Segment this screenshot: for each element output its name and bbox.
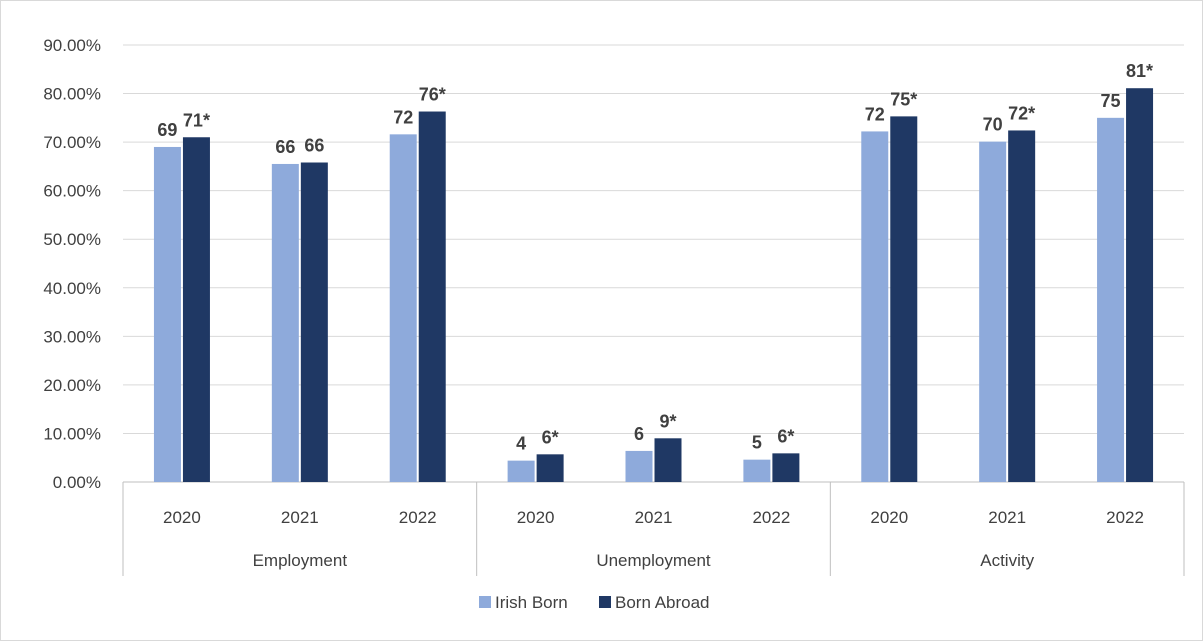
x-tick-label-year: 2020 [870, 508, 908, 527]
x-tick-label-year: 2021 [988, 508, 1026, 527]
bar-born-abroad [890, 116, 918, 483]
bar-irish-born [979, 141, 1007, 482]
bar-born-abroad [418, 111, 446, 482]
x-tick-label-year: 2022 [399, 508, 437, 527]
bar-born-abroad [772, 453, 800, 482]
y-tick-label: 0.00% [53, 473, 101, 492]
x-tick-label-year: 2022 [1106, 508, 1144, 527]
y-tick-label: 70.00% [43, 133, 101, 152]
data-label: 4 [516, 434, 526, 454]
x-tick-label-year: 2021 [281, 508, 319, 527]
legend-label: Born Abroad [615, 593, 710, 612]
data-label: 5 [752, 433, 762, 453]
bar-irish-born [1097, 117, 1125, 482]
x-tick-label-year: 2021 [635, 508, 673, 527]
x-tick-label-year: 2022 [752, 508, 790, 527]
bar-born-abroad [654, 438, 682, 482]
y-tick-label: 20.00% [43, 376, 101, 395]
data-label: 6* [777, 426, 794, 446]
data-label: 66 [275, 137, 295, 157]
y-tick-label: 10.00% [43, 424, 101, 443]
bar-irish-born [389, 134, 417, 482]
data-label: 72* [1008, 103, 1035, 123]
x-tick-label-year: 2020 [517, 508, 555, 527]
bar-born-abroad [1008, 130, 1036, 483]
data-label: 81* [1126, 61, 1153, 81]
y-tick-label: 40.00% [43, 279, 101, 298]
data-label: 72 [393, 107, 413, 127]
legend-swatch [599, 596, 611, 608]
data-label: 72 [865, 104, 885, 124]
x-group-label: Activity [980, 551, 1034, 570]
data-label: 76* [419, 85, 446, 105]
y-tick-label: 30.00% [43, 327, 101, 346]
bar-irish-born [743, 459, 771, 482]
legend-label: Irish Born [495, 593, 568, 612]
bar-irish-born [625, 450, 653, 482]
y-tick-label: 60.00% [43, 182, 101, 201]
data-label: 75* [890, 89, 917, 109]
bar-born-abroad [182, 137, 210, 482]
bar-born-abroad [1126, 88, 1154, 482]
y-tick-label: 90.00% [43, 36, 101, 55]
data-label: 66 [304, 136, 324, 156]
data-label: 6 [634, 424, 644, 444]
bar-irish-born [861, 131, 889, 482]
bar-irish-born [271, 163, 299, 482]
data-label: 75 [1101, 91, 1121, 111]
y-tick-label: 80.00% [43, 85, 101, 104]
x-tick-label-year: 2020 [163, 508, 201, 527]
data-label: 71* [183, 110, 210, 130]
y-tick-label: 50.00% [43, 230, 101, 249]
bar-irish-born [153, 146, 181, 482]
x-group-label: Employment [253, 551, 348, 570]
bar-born-abroad [300, 162, 328, 482]
data-label: 6* [542, 427, 559, 447]
bar-irish-born [507, 460, 535, 482]
x-group-label: Unemployment [596, 551, 711, 570]
bar-born-abroad [536, 454, 564, 482]
data-label: 70 [983, 115, 1003, 135]
legend-swatch [479, 596, 491, 608]
data-label: 9* [659, 411, 676, 431]
data-label: 69 [157, 120, 177, 140]
